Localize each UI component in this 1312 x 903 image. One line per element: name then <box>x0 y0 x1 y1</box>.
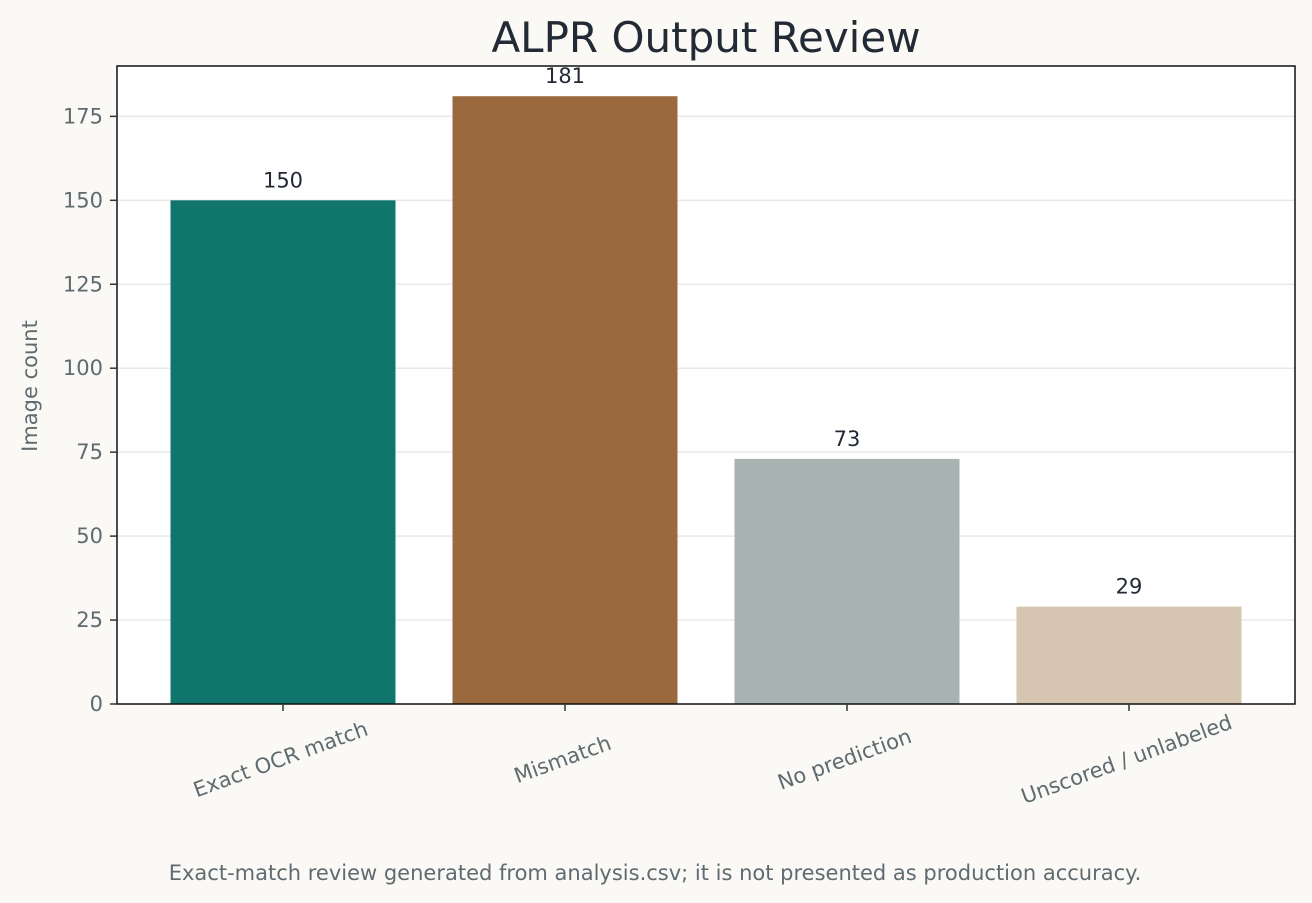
chart-title: ALPR Output Review <box>491 13 920 62</box>
bar <box>452 96 678 704</box>
footnote: Exact-match review generated from analys… <box>169 861 1142 885</box>
value-label: 29 <box>1116 575 1143 599</box>
bar <box>170 200 396 704</box>
y-tick-label: 0 <box>90 692 103 716</box>
y-axis-ticks: 0 25 50 75 100 125 150 175 <box>63 104 117 716</box>
bar <box>734 458 960 704</box>
y-tick-label: 125 <box>63 272 103 296</box>
y-tick-label: 50 <box>76 524 103 548</box>
bars <box>170 96 1242 704</box>
y-tick-label: 150 <box>63 188 103 212</box>
value-labels: 150 181 73 29 <box>263 64 1142 598</box>
y-tick-label: 25 <box>76 608 103 632</box>
y-tick-label: 175 <box>63 104 103 128</box>
plot-frame <box>116 65 1296 705</box>
value-label: 73 <box>834 427 861 451</box>
bar <box>1016 606 1242 704</box>
y-tick-label: 75 <box>76 440 103 464</box>
value-label: 181 <box>545 64 585 88</box>
y-tick-label: 100 <box>63 356 103 380</box>
value-label: 150 <box>263 168 303 192</box>
y-axis-label: Image count <box>18 320 42 452</box>
